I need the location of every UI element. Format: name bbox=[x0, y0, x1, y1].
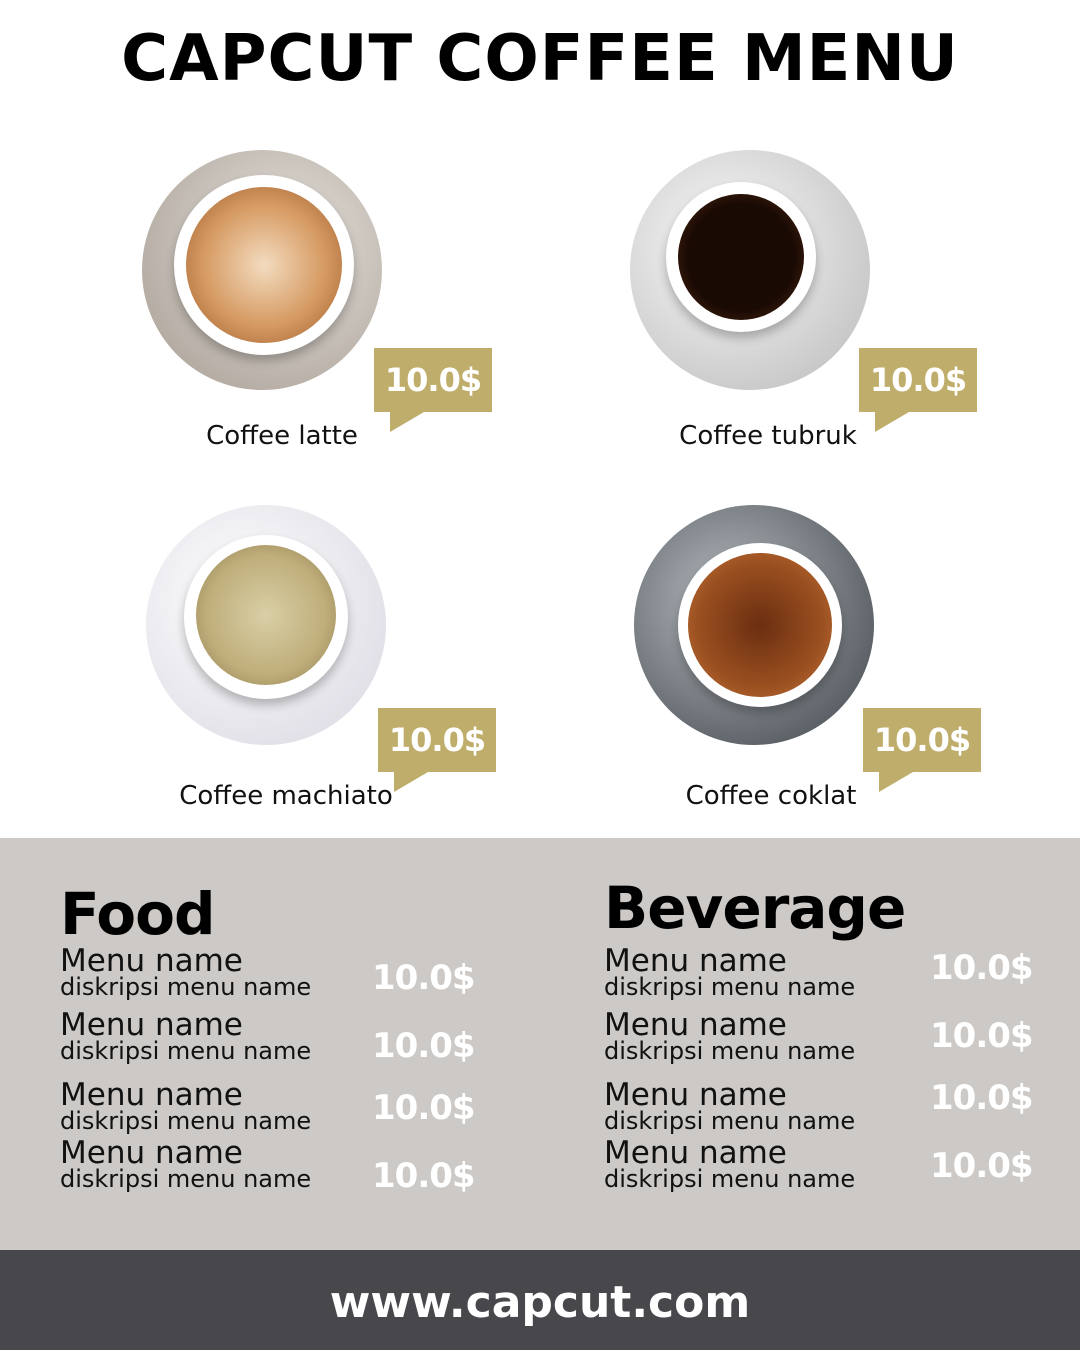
beverage-menu-item: Menu name diskripsi menu name bbox=[604, 1077, 856, 1135]
item-price: 10.0$ bbox=[372, 958, 476, 998]
item-name: Menu name bbox=[604, 943, 787, 979]
item-description: diskripsi menu name bbox=[604, 1037, 856, 1065]
item-description: diskripsi menu name bbox=[60, 1165, 312, 1193]
item-description: diskripsi menu name bbox=[60, 1037, 312, 1065]
item-price: 10.0$ bbox=[930, 948, 1034, 988]
item-description: diskripsi menu name bbox=[60, 973, 312, 1001]
product-name: Coffee coklat bbox=[685, 781, 857, 811]
price-tag: 10.0$ bbox=[859, 348, 977, 432]
food-heading: Food bbox=[60, 880, 215, 948]
item-price: 10.0$ bbox=[372, 1088, 476, 1128]
price-tag: 10.0$ bbox=[374, 348, 492, 432]
product-name: Coffee latte bbox=[206, 421, 358, 451]
item-description: diskripsi menu name bbox=[604, 1165, 856, 1193]
item-description: diskripsi menu name bbox=[604, 973, 856, 1001]
food-menu-item: Menu name diskripsi menu name bbox=[60, 1135, 312, 1193]
item-price: 10.0$ bbox=[930, 1016, 1034, 1056]
coffee-latte-image bbox=[142, 150, 382, 390]
food-menu-item: Menu name diskripsi menu name bbox=[60, 1077, 312, 1135]
beverage-heading: Beverage bbox=[604, 874, 906, 942]
item-price: 10.0$ bbox=[930, 1078, 1034, 1118]
beverage-menu-item: Menu name diskripsi menu name bbox=[604, 943, 856, 1001]
item-price: 10.0$ bbox=[372, 1156, 476, 1196]
coffee-coklat-image bbox=[634, 505, 874, 745]
product-name: Coffee tubruk bbox=[679, 421, 857, 451]
coffee-tubruk-image bbox=[630, 150, 870, 390]
item-name: Menu name bbox=[604, 1007, 787, 1043]
item-name: Menu name bbox=[604, 1077, 787, 1113]
product-name: Coffee machiato bbox=[179, 781, 393, 811]
food-menu-item: Menu name diskripsi menu name bbox=[60, 1007, 312, 1065]
menu-panel bbox=[0, 838, 1080, 1250]
item-name: Menu name bbox=[604, 1135, 787, 1171]
food-menu-item: Menu name diskripsi menu name bbox=[60, 943, 312, 1001]
item-name: Menu name bbox=[60, 1077, 243, 1113]
beverage-menu-item: Menu name diskripsi menu name bbox=[604, 1007, 856, 1065]
price-tag: 10.0$ bbox=[378, 708, 496, 792]
item-price: 10.0$ bbox=[930, 1146, 1034, 1186]
price-tag: 10.0$ bbox=[863, 708, 981, 792]
item-name: Menu name bbox=[60, 1135, 243, 1171]
item-name: Menu name bbox=[60, 943, 243, 979]
item-description: diskripsi menu name bbox=[60, 1107, 312, 1135]
page-title: CAPCUT COFFEE MENU bbox=[121, 22, 959, 96]
item-name: Menu name bbox=[60, 1007, 243, 1043]
beverage-menu-item: Menu name diskripsi menu name bbox=[604, 1135, 856, 1193]
item-price: 10.0$ bbox=[372, 1026, 476, 1066]
item-description: diskripsi menu name bbox=[604, 1107, 856, 1135]
coffee-machiato-image bbox=[146, 505, 386, 745]
website-url[interactable]: www.capcut.com bbox=[0, 1250, 1080, 1350]
